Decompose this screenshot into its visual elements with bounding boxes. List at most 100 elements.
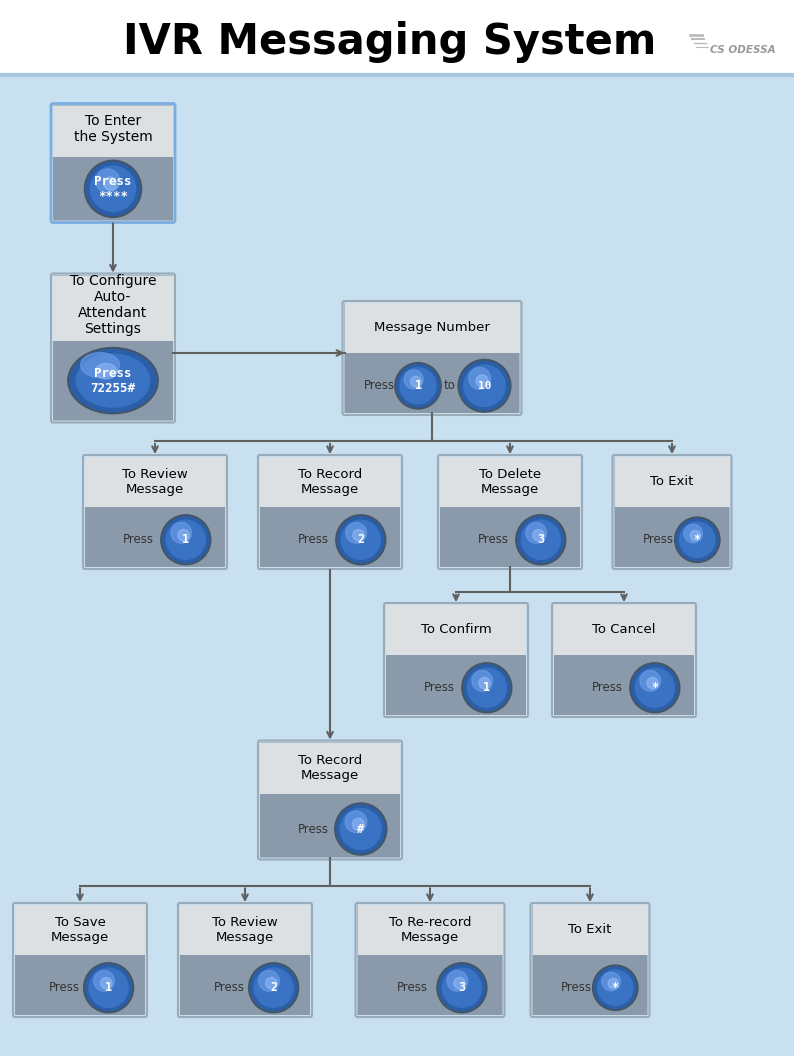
Circle shape <box>439 965 485 1011</box>
Circle shape <box>410 376 421 386</box>
Text: *: * <box>611 981 619 995</box>
Circle shape <box>592 965 638 1011</box>
Ellipse shape <box>76 354 150 407</box>
Text: Press: Press <box>298 823 329 835</box>
Circle shape <box>472 671 492 692</box>
Text: Press: Press <box>424 681 455 694</box>
Text: To Review
Message: To Review Message <box>212 916 278 944</box>
FancyBboxPatch shape <box>180 905 310 955</box>
Text: 10: 10 <box>478 381 491 391</box>
Circle shape <box>404 370 423 389</box>
Circle shape <box>353 818 364 830</box>
Text: 2: 2 <box>357 533 364 546</box>
Circle shape <box>675 517 720 563</box>
Circle shape <box>442 968 481 1007</box>
FancyBboxPatch shape <box>85 457 225 567</box>
Circle shape <box>397 364 439 407</box>
Text: To Exit: To Exit <box>569 923 611 937</box>
Circle shape <box>598 970 633 1005</box>
Text: To Save
Message: To Save Message <box>51 916 109 944</box>
Text: To Delete
Message: To Delete Message <box>479 468 541 495</box>
Text: CS ODESSA: CS ODESSA <box>710 45 776 55</box>
FancyBboxPatch shape <box>345 303 519 413</box>
FancyBboxPatch shape <box>615 457 730 567</box>
Circle shape <box>526 523 546 543</box>
Circle shape <box>259 970 279 992</box>
Circle shape <box>640 671 661 692</box>
FancyBboxPatch shape <box>357 905 503 955</box>
FancyBboxPatch shape <box>53 106 173 221</box>
FancyBboxPatch shape <box>53 276 173 420</box>
Circle shape <box>161 514 210 565</box>
FancyBboxPatch shape <box>53 276 173 341</box>
FancyBboxPatch shape <box>554 605 694 715</box>
Circle shape <box>91 166 136 211</box>
Circle shape <box>345 811 367 832</box>
Circle shape <box>178 529 189 541</box>
Circle shape <box>680 522 715 558</box>
Circle shape <box>336 514 386 565</box>
Circle shape <box>335 803 387 855</box>
FancyBboxPatch shape <box>260 457 400 507</box>
Circle shape <box>458 359 511 412</box>
Circle shape <box>602 973 620 991</box>
Circle shape <box>166 521 206 560</box>
FancyBboxPatch shape <box>260 742 400 794</box>
Circle shape <box>595 967 636 1008</box>
Text: To Review
Message: To Review Message <box>122 468 188 495</box>
Circle shape <box>647 678 658 689</box>
Bar <box>0 0 794 75</box>
Circle shape <box>464 665 510 711</box>
Circle shape <box>341 809 381 849</box>
Circle shape <box>462 663 512 713</box>
Circle shape <box>468 367 491 390</box>
Circle shape <box>104 177 117 190</box>
FancyBboxPatch shape <box>345 303 519 353</box>
FancyBboxPatch shape <box>53 106 173 157</box>
Text: #: # <box>357 823 364 835</box>
Text: To Exit: To Exit <box>650 475 694 488</box>
Text: Press: Press <box>364 379 395 392</box>
FancyBboxPatch shape <box>554 605 694 655</box>
Circle shape <box>96 169 120 193</box>
Text: To Configure
Auto-
Attendant
Settings: To Configure Auto- Attendant Settings <box>70 274 156 336</box>
Ellipse shape <box>81 353 119 377</box>
Circle shape <box>447 970 468 992</box>
Text: To Confirm: To Confirm <box>421 623 491 637</box>
Text: Press: Press <box>561 981 592 995</box>
FancyBboxPatch shape <box>533 905 647 1015</box>
FancyBboxPatch shape <box>180 905 310 1015</box>
Circle shape <box>265 978 277 988</box>
Text: *: * <box>694 533 701 546</box>
Circle shape <box>87 163 140 215</box>
Circle shape <box>251 965 297 1011</box>
Text: Press: Press <box>214 981 245 995</box>
Text: To Record
Message: To Record Message <box>298 468 362 495</box>
Text: to: to <box>444 379 456 392</box>
FancyBboxPatch shape <box>260 742 400 857</box>
FancyBboxPatch shape <box>440 457 580 507</box>
Circle shape <box>400 367 436 403</box>
Text: 2: 2 <box>270 981 277 995</box>
Circle shape <box>254 968 293 1007</box>
Text: 1: 1 <box>183 533 189 546</box>
FancyBboxPatch shape <box>440 457 580 567</box>
Circle shape <box>467 668 507 708</box>
Circle shape <box>630 663 680 713</box>
Circle shape <box>464 365 505 407</box>
Text: Press: Press <box>298 533 329 546</box>
Ellipse shape <box>95 363 117 379</box>
Text: Press
72255#: Press 72255# <box>91 366 136 395</box>
Circle shape <box>454 978 465 988</box>
Circle shape <box>89 968 128 1007</box>
Text: To Enter
the System: To Enter the System <box>74 114 152 144</box>
Circle shape <box>86 965 132 1011</box>
Circle shape <box>94 970 114 992</box>
FancyBboxPatch shape <box>15 905 145 955</box>
Circle shape <box>516 514 566 565</box>
Text: Press: Press <box>478 533 509 546</box>
Ellipse shape <box>67 347 158 414</box>
Text: To Record
Message: To Record Message <box>298 754 362 782</box>
FancyBboxPatch shape <box>615 457 730 507</box>
FancyBboxPatch shape <box>533 905 647 955</box>
